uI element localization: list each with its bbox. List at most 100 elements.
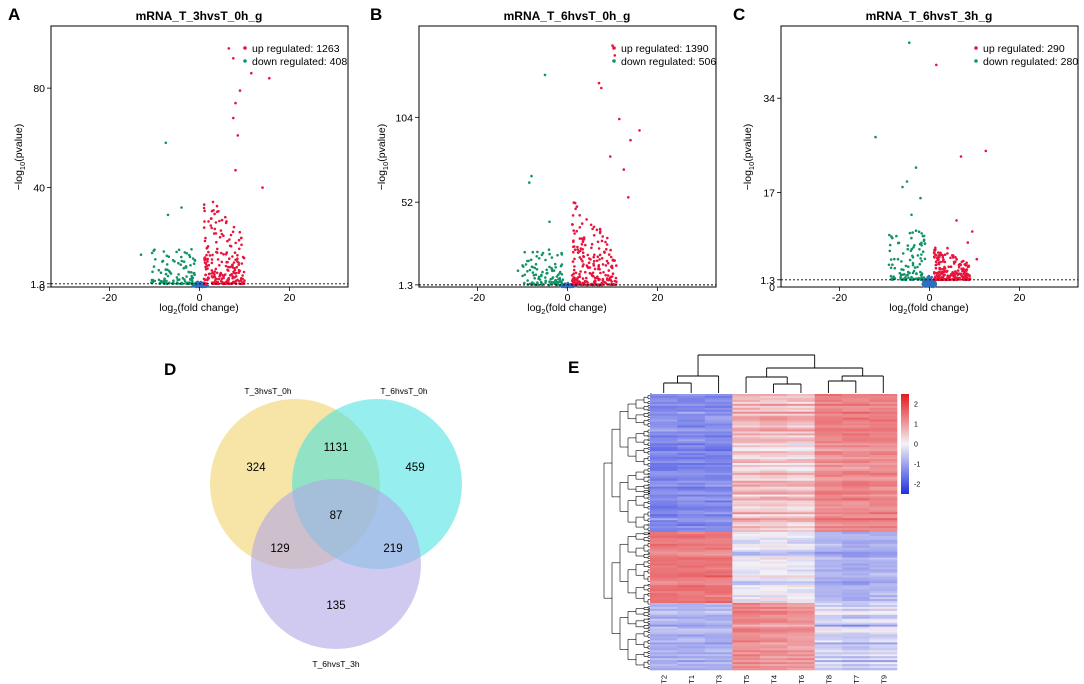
heatmap-cell (650, 474, 678, 478)
heatmap-cell (704, 433, 733, 436)
heatmap-cell (787, 409, 815, 413)
heatmap-cell (787, 658, 815, 661)
data-point (179, 263, 182, 267)
heatmap-cell (759, 504, 788, 507)
heatmap-cell (814, 656, 843, 659)
data-point (234, 168, 237, 172)
heatmap-cell (869, 399, 898, 403)
heatmap-cell (869, 585, 898, 588)
x-axis-label: log2(fold change) (527, 302, 606, 316)
heatmap-cell (814, 439, 843, 442)
heatmap-cell (869, 567, 898, 570)
data-point (593, 267, 597, 271)
heatmap-cell (787, 591, 815, 594)
heatmap-cell (759, 431, 788, 434)
heatmap-cell (869, 587, 898, 590)
panel-letter-e: E (568, 358, 579, 377)
data-point (596, 255, 600, 258)
heatmap-cell (704, 494, 733, 497)
heatmap-cell (814, 618, 843, 622)
data-point (933, 256, 936, 259)
heatmap-cell (677, 500, 706, 503)
data-point (548, 220, 551, 224)
data-point (213, 272, 216, 276)
heatmap-cell (787, 551, 815, 554)
data-point (582, 263, 585, 266)
heatmap-cell (732, 403, 761, 407)
heatmap-cell (842, 397, 870, 401)
heatmap-cell (787, 624, 815, 627)
data-point (941, 260, 945, 263)
heatmap-cell (650, 577, 678, 580)
heatmap-cell (759, 636, 788, 639)
x-tick-label: -20 (102, 292, 117, 304)
heatmap-cell (814, 415, 843, 418)
heatmap-cell (869, 413, 898, 416)
data-point (627, 196, 630, 199)
data-point (180, 259, 184, 263)
volcano-title: mRNA_T_6hvsT_0h_g (504, 9, 631, 23)
heatmap-cell (842, 470, 870, 474)
heatmap-cell (814, 470, 843, 474)
heatmap-cell (869, 666, 898, 669)
data-point (966, 241, 970, 244)
heatmap-cell (650, 461, 678, 464)
data-point (919, 196, 922, 200)
heatmap-cell (677, 652, 706, 655)
heatmap-cell (677, 563, 706, 566)
heatmap-cell (759, 520, 788, 523)
heatmap-cell (787, 443, 815, 446)
heatmap-cell (759, 439, 788, 442)
heatmap-cell (814, 478, 843, 482)
heatmap-cell (704, 555, 733, 558)
heatmap-cell (704, 463, 733, 466)
heatmap-cell (814, 626, 843, 629)
heatmap-cell (842, 492, 870, 495)
heatmap-cell (842, 464, 870, 468)
color-scale-label: -2 (914, 482, 920, 489)
heatmap-cell (650, 626, 678, 629)
heatmap-cell (732, 500, 761, 503)
heatmap-cell (650, 537, 678, 541)
heatmap-cell (677, 474, 706, 478)
heatmap-cell (787, 463, 815, 466)
data-point (213, 227, 217, 231)
data-point (963, 276, 966, 280)
heatmap-cell (869, 654, 898, 657)
data-point (967, 264, 971, 268)
heatmap-cell (677, 618, 706, 622)
heatmap-cell (704, 644, 733, 647)
volcano-title: mRNA_T_6hvsT_3h_g (866, 9, 993, 23)
heatmap-cell (842, 626, 870, 629)
heatmap-cell (759, 518, 788, 521)
data-point (198, 285, 201, 288)
heatmap-cell (650, 413, 678, 416)
data-point (227, 47, 231, 50)
heatmap-cell (787, 547, 815, 551)
heatmap-cell (869, 533, 898, 537)
heatmap-cell (704, 470, 733, 474)
heatmap-cell (732, 666, 761, 669)
heatmap-cell (677, 516, 706, 519)
heatmap-cell (787, 500, 815, 503)
heatmap-cell (732, 561, 761, 564)
data-point (172, 279, 175, 283)
heatmap-cell (869, 439, 898, 442)
heatmap-cell (759, 451, 788, 454)
heatmap-cell (677, 526, 706, 529)
heatmap-cell (732, 549, 761, 553)
heatmap-cell (869, 565, 898, 568)
heatmap-cell (704, 411, 733, 415)
heatmap-cell (842, 666, 870, 669)
volcano-title: mRNA_T_3hvsT_0h_g (136, 9, 263, 23)
heatmap-cell (869, 421, 898, 424)
heatmap-cell (787, 650, 815, 653)
heatmap-cell (650, 510, 678, 513)
data-point (956, 269, 960, 272)
heatmap-cell (677, 457, 706, 460)
heatmap-cell (842, 445, 870, 448)
color-scale-bar (901, 394, 909, 494)
heatmap-cell (732, 478, 761, 482)
heatmap-cell (869, 610, 898, 614)
legend-down-marker (243, 59, 247, 63)
